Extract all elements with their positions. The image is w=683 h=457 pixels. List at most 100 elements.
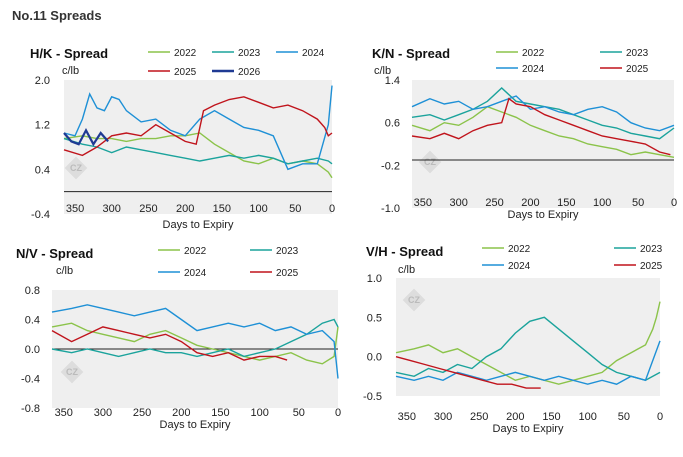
- y-tick-label: 0.0: [25, 344, 40, 356]
- legend-label-2022: 2022: [522, 48, 545, 59]
- x-tick-label: 150: [213, 203, 231, 215]
- legend-label-2024: 2024: [508, 261, 531, 272]
- x-tick-label: 350: [66, 203, 84, 215]
- y-tick-label: -0.4: [21, 374, 40, 386]
- x-tick-label: 250: [133, 407, 151, 419]
- x-tick-label: 250: [470, 411, 488, 423]
- legend-label-2022: 2022: [184, 246, 207, 257]
- y-unit-label: c/lb: [374, 65, 391, 77]
- x-tick-label: 100: [578, 411, 596, 423]
- x-tick-label: 100: [593, 197, 611, 209]
- svg-text:CZ: CZ: [408, 295, 420, 305]
- x-axis-label: Days to Expiry: [493, 423, 564, 435]
- y-tick-label: 1.2: [35, 120, 50, 132]
- x-tick-label: 300: [449, 197, 467, 209]
- x-tick-label: 150: [211, 407, 229, 419]
- y-tick-label: -0.8: [21, 403, 40, 415]
- x-tick-label: 50: [632, 197, 644, 209]
- legend-label-2023: 2023: [640, 244, 663, 255]
- x-tick-label: 200: [172, 407, 190, 419]
- x-tick-label: 300: [434, 411, 452, 423]
- series-line-2025: [51, 326, 288, 361]
- x-tick-label: 350: [398, 411, 416, 423]
- y-tick-label: 0.5: [367, 312, 382, 324]
- legend-label-2025: 2025: [640, 261, 663, 272]
- series-line-2024: [411, 95, 675, 132]
- y-unit-label: c/lb: [62, 65, 79, 77]
- y-tick-label: -0.5: [363, 391, 382, 403]
- x-tick-label: 200: [506, 411, 524, 423]
- y-tick-label: -0.4: [31, 209, 50, 221]
- x-tick-label: 250: [485, 197, 503, 209]
- series-line-2026: [63, 127, 109, 147]
- x-tick-label: 200: [176, 203, 194, 215]
- y-tick-label: 1.4: [385, 75, 400, 87]
- chart-panel-nv: CZ N/V - Spread c/lb -0.8 -0.4 0.0 0.4 0.8 350 30…: [0, 238, 341, 457]
- legend-label-2025: 2025: [626, 64, 649, 75]
- x-axis-label: Days to Expiry: [508, 209, 579, 221]
- x-tick-label: 0: [329, 203, 335, 215]
- x-axis-label: Days to Expiry: [163, 219, 234, 231]
- y-tick-label: 0.6: [385, 118, 400, 130]
- series-line-2025: [411, 97, 671, 156]
- chart-title: H/K - Spread: [30, 46, 108, 61]
- y-tick-label: 0.4: [25, 315, 40, 327]
- chart-panel-vh: CZ V/H - Spread c/lb -0.5 0.0 0.5 1.0 350 300 250…: [342, 238, 683, 457]
- x-tick-label: 200: [521, 197, 539, 209]
- chart-title: N/V - Spread: [16, 246, 93, 261]
- chart-panel-kn: CZ K/N - Spread c/lb -1.0 -0.2 0.6 1.4 350 300 25…: [342, 28, 683, 238]
- series-line-2024: [63, 85, 333, 171]
- svg-text:CZ: CZ: [424, 157, 436, 167]
- legend-label-2023: 2023: [276, 246, 299, 257]
- y-unit-label: c/lb: [56, 265, 73, 277]
- plot-area: [64, 80, 332, 214]
- x-axis-label: Days to Expiry: [160, 419, 231, 431]
- chart-vh-svg: CZ V/H - Spread c/lb -0.5 0.0 0.5 1.0 350 300 250…: [363, 244, 663, 435]
- svg-text:CZ: CZ: [70, 163, 82, 173]
- x-tick-label: 150: [557, 197, 575, 209]
- series-line-2025: [395, 356, 541, 389]
- y-tick-label: 2.0: [35, 75, 50, 87]
- x-tick-label: 250: [139, 203, 157, 215]
- legend-label-2026: 2026: [238, 67, 261, 78]
- y-tick-label: -0.2: [381, 160, 400, 172]
- y-tick-label: -1.0: [381, 203, 400, 215]
- legend-label-2024: 2024: [302, 48, 325, 59]
- legend-label-2022: 2022: [508, 244, 531, 255]
- legend-label-2024: 2024: [184, 268, 207, 279]
- x-tick-label: 0: [657, 411, 663, 423]
- legend-label-2025: 2025: [174, 67, 197, 78]
- chart-panel-hk: CZ H/K - Spread c/lb -0.4 0.4 1.2 2.0 350 300 250…: [0, 28, 340, 238]
- series-line-2022: [51, 322, 339, 365]
- y-tick-label: 0.8: [25, 285, 40, 297]
- x-tick-label: 0: [335, 407, 341, 419]
- y-tick-label: 1.0: [367, 273, 382, 285]
- legend-label-2025: 2025: [276, 268, 299, 279]
- x-tick-label: 150: [542, 411, 560, 423]
- x-tick-label: 50: [618, 411, 630, 423]
- x-tick-label: 50: [289, 203, 301, 215]
- page-title: No.11 Spreads: [12, 8, 102, 23]
- x-tick-label: 50: [293, 407, 305, 419]
- chart-kn-svg: CZ K/N - Spread c/lb -1.0 -0.2 0.6 1.4 350 300 25…: [372, 46, 677, 221]
- legend-label-2023: 2023: [238, 48, 261, 59]
- x-tick-label: 350: [414, 197, 432, 209]
- series-line-2024: [395, 340, 661, 385]
- chart-title: V/H - Spread: [366, 244, 443, 259]
- legend-label-2022: 2022: [174, 48, 197, 59]
- x-tick-label: 0: [671, 197, 677, 209]
- chart-title: K/N - Spread: [372, 46, 450, 61]
- series-line-2025: [63, 96, 333, 157]
- series-line-2023: [395, 316, 661, 382]
- x-tick-label: 300: [94, 407, 112, 419]
- svg-text:CZ: CZ: [66, 367, 78, 377]
- x-tick-label: 100: [249, 203, 267, 215]
- y-tick-label: 0.4: [35, 164, 50, 176]
- chart-nv-svg: CZ N/V - Spread c/lb -0.8 -0.4 0.0 0.4 0.8 350 30…: [16, 246, 341, 431]
- x-tick-label: 100: [250, 407, 268, 419]
- legend-label-2024: 2024: [522, 64, 545, 75]
- chart-hk-svg: CZ H/K - Spread c/lb -0.4 0.4 1.2 2.0 350 300 250…: [30, 46, 335, 231]
- y-unit-label: c/lb: [398, 264, 415, 276]
- series-line-2024: [51, 304, 339, 379]
- y-tick-label: 0.0: [367, 352, 382, 364]
